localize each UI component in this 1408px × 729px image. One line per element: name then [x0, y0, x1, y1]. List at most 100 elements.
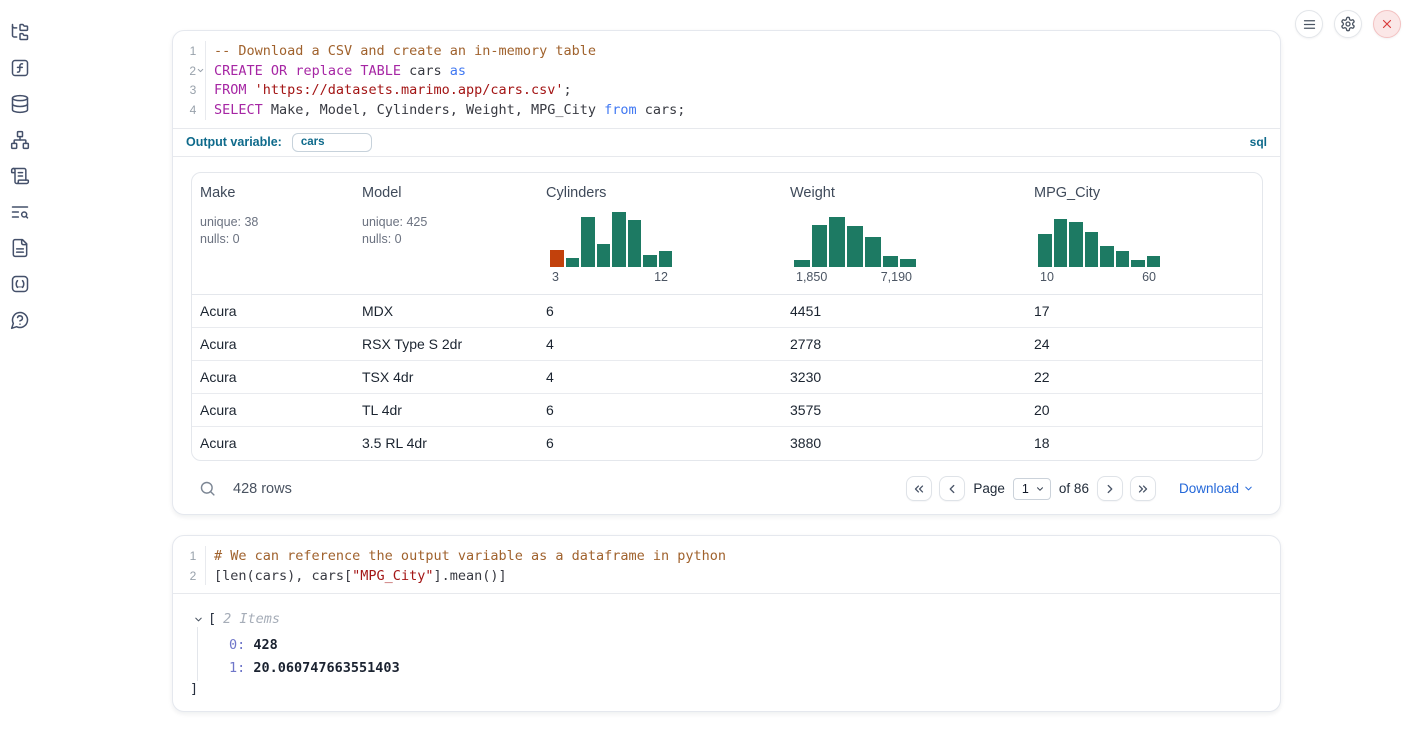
- help-circle-icon[interactable]: [10, 310, 30, 330]
- line-number: 1: [189, 548, 197, 563]
- close-button[interactable]: [1373, 10, 1401, 38]
- column-header[interactable]: Cylinders 3 12: [538, 173, 782, 294]
- table-cell: 3230: [790, 368, 822, 385]
- column-header[interactable]: Weight 1,850 7,190: [782, 173, 1026, 294]
- table-cell: 6: [546, 435, 554, 452]
- code-token: ;: [563, 82, 572, 99]
- output-variable-label: Output variable:: [186, 135, 282, 150]
- code-text: [len(cars), cars["MPG_City"].mean()]: [206, 568, 507, 584]
- histogram-bar[interactable]: [565, 257, 579, 267]
- table-footer: 428 rows Page 1 of 86 Download: [173, 461, 1280, 514]
- logs-scroll-icon[interactable]: [10, 166, 30, 186]
- histogram-bar[interactable]: [847, 225, 863, 267]
- close-bracket: ]: [190, 681, 199, 698]
- table-row[interactable]: Acura 3.5 RL 4dr 6 3880 18: [192, 427, 1262, 460]
- function-square-icon[interactable]: [10, 58, 30, 78]
- table-row[interactable]: Acura TSX 4dr 4 3230 22: [192, 361, 1262, 394]
- table-cell: 3880: [790, 435, 822, 452]
- column-histogram[interactable]: 3 12: [550, 211, 672, 284]
- file-tree-icon[interactable]: [10, 22, 30, 42]
- column-histogram[interactable]: 10 60: [1038, 211, 1160, 284]
- database-icon[interactable]: [10, 94, 30, 114]
- code-token: cars;: [636, 101, 686, 118]
- axis-max-label: 60: [1142, 269, 1156, 284]
- code-token: -- Download a CSV and create an in-memor…: [214, 42, 597, 59]
- snippets-icon[interactable]: [10, 274, 30, 294]
- fold-toggle-icon[interactable]: [196, 66, 205, 75]
- download-button[interactable]: Download: [1179, 481, 1254, 496]
- code-text: # We can reference the output variable a…: [206, 548, 726, 564]
- menu-icon: [1303, 19, 1315, 29]
- table-row[interactable]: Acura MDX 6 4451 17: [192, 295, 1262, 328]
- divider: [173, 593, 1280, 595]
- last-page-button[interactable]: [1129, 476, 1156, 502]
- line-number: 1: [189, 43, 197, 58]
- dependency-graph-icon[interactable]: [10, 130, 30, 150]
- column-stat: nulls: 0: [362, 231, 402, 246]
- list-search-icon[interactable]: [10, 202, 30, 222]
- output-variable-input[interactable]: [291, 132, 372, 152]
- histogram-bar[interactable]: [612, 211, 626, 267]
- code-token: Make, Model, Cylinders, Weight, MPG_City: [262, 101, 605, 118]
- search-icon: [200, 482, 215, 496]
- column-header[interactable]: Model unique: 425 nulls: 0: [354, 173, 538, 294]
- column-histogram[interactable]: 1,850 7,190: [794, 211, 917, 284]
- data-table: Make unique: 38 nulls: 0 Model unique: 425 nu…: [191, 171, 1263, 461]
- code-token: SELECT: [214, 101, 263, 118]
- histogram-bar[interactable]: [811, 224, 828, 267]
- chevron-down-icon: [1245, 486, 1252, 491]
- histogram-bar[interactable]: [1146, 255, 1160, 267]
- table-row[interactable]: Acura TL 4dr 6 3575 20: [192, 394, 1262, 427]
- divider: [173, 155, 1280, 157]
- histogram-bar[interactable]: [1053, 218, 1067, 267]
- next-page-button[interactable]: [1096, 476, 1123, 502]
- collapse-toggle[interactable]: [193, 614, 204, 625]
- histogram-bar[interactable]: [596, 243, 610, 267]
- code-line: 1 -- Download a CSV and create an in-memo…: [173, 41, 1280, 61]
- download-label: Download: [1178, 481, 1239, 497]
- table-cell: Acura: [200, 302, 237, 319]
- sql-code-editor[interactable]: 1 -- Download a CSV and create an in-memo…: [173, 31, 1280, 128]
- code-token: CREATE: [214, 62, 263, 79]
- sidebar: [10, 22, 50, 330]
- histogram-bar[interactable]: [643, 254, 657, 267]
- file-text-icon[interactable]: [10, 238, 30, 258]
- chevron-down-icon: [1036, 487, 1043, 491]
- histogram-bar[interactable]: [1100, 245, 1114, 267]
- search-button[interactable]: [199, 480, 216, 497]
- histogram-bar[interactable]: [1038, 233, 1052, 267]
- table-cell: RSX Type S 2dr: [362, 335, 463, 352]
- histogram-bar[interactable]: [1131, 259, 1145, 267]
- line-gutter: 1: [173, 41, 206, 61]
- column-label: MPG_City: [1034, 184, 1101, 201]
- histogram-bar[interactable]: [581, 216, 595, 267]
- histogram-bar[interactable]: [882, 255, 899, 267]
- histogram-bar[interactable]: [1084, 231, 1098, 267]
- histogram-bar[interactable]: [550, 249, 564, 267]
- table-cell: Acura: [200, 368, 237, 385]
- table-row[interactable]: Acura RSX Type S 2dr 4 2778 24: [192, 328, 1262, 361]
- table-cell: 6: [546, 401, 554, 418]
- menu-button[interactable]: [1295, 10, 1323, 38]
- histogram-bar[interactable]: [829, 216, 846, 267]
- page-select[interactable]: 1: [1012, 477, 1051, 500]
- histogram-bar[interactable]: [627, 219, 641, 267]
- histogram-bar[interactable]: [794, 259, 810, 267]
- prev-page-button[interactable]: [939, 476, 966, 502]
- axis-min-label: 1,850: [796, 269, 828, 284]
- histogram-bar[interactable]: [1069, 221, 1083, 267]
- column-header[interactable]: Make unique: 38 nulls: 0: [192, 173, 354, 294]
- histogram-bar[interactable]: [1115, 250, 1129, 267]
- table-cell: TL 4dr: [362, 401, 402, 418]
- tree-entry-key: 1:: [229, 659, 246, 676]
- chevron-left-icon: [949, 484, 955, 493]
- histogram-bar[interactable]: [864, 236, 881, 267]
- settings-button[interactable]: [1334, 10, 1362, 38]
- python-code-editor[interactable]: 1 # We can reference the output variable …: [173, 536, 1280, 593]
- column-header[interactable]: MPG_City 10 60: [1026, 173, 1262, 294]
- histogram-bar[interactable]: [900, 258, 917, 267]
- histogram-bar[interactable]: [658, 250, 672, 267]
- code-token: as: [449, 62, 467, 79]
- first-page-button[interactable]: [906, 476, 933, 502]
- histogram-bars: [794, 211, 917, 267]
